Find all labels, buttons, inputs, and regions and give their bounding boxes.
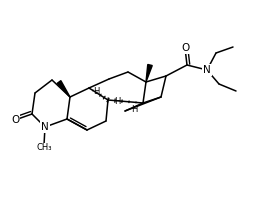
Text: N: N [41,122,49,132]
Text: CH₃: CH₃ [36,143,52,152]
Text: H: H [114,98,120,106]
Text: N: N [203,65,211,75]
Polygon shape [57,81,70,97]
Text: H: H [93,88,99,97]
Text: O: O [181,43,189,53]
Text: O: O [11,115,19,125]
Text: H: H [132,104,138,113]
Polygon shape [146,64,152,82]
